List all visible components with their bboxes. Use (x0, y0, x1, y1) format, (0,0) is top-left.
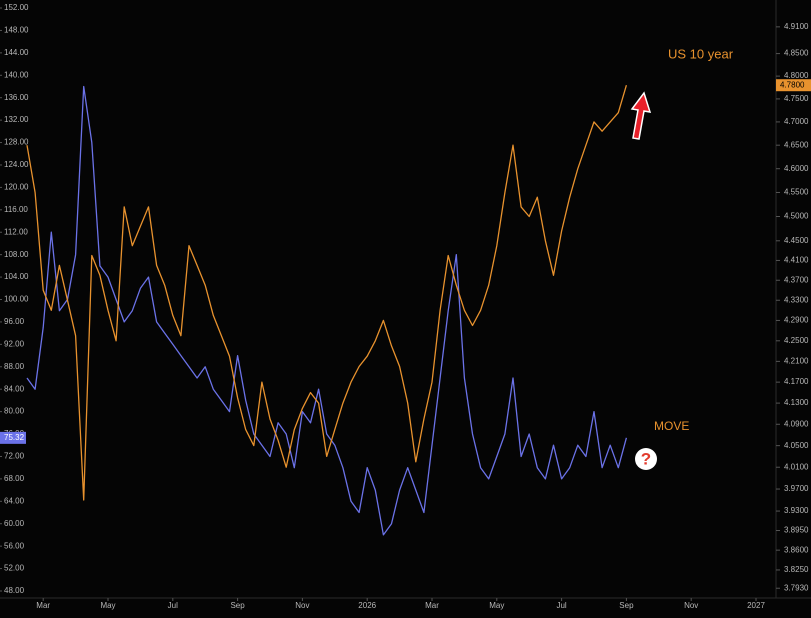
last-value-box (776, 79, 811, 92)
x-tick-label: Jul (556, 601, 566, 610)
y-tick-label: 148.00 (4, 26, 29, 35)
up-arrow (630, 91, 652, 140)
y2-tick-label: 4.4100 (784, 256, 809, 265)
y-tick-label: 64.00 (4, 496, 25, 505)
y2-tick-label: 4.4500 (784, 236, 809, 245)
x-tick-label: Nov (295, 601, 309, 610)
y-tick-label: 72.00 (4, 452, 25, 461)
y-tick-label: 108.00 (4, 250, 29, 259)
x-tick-label: Sep (619, 601, 634, 610)
y2-tick-label: 4.6000 (784, 164, 809, 173)
x-tick-label: Sep (230, 601, 245, 610)
y-tick-label: 92.00 (4, 339, 25, 348)
y-tick-label: 60.00 (4, 519, 25, 528)
y2-tick-label: 4.1700 (784, 377, 809, 386)
y2-tick-label: 3.9700 (784, 484, 809, 493)
y2-tick-label: 4.5500 (784, 188, 809, 197)
y2-tick-label: 4.2500 (784, 336, 809, 345)
y2-tick-label: 4.6500 (784, 140, 809, 149)
x-tick-label: 2026 (358, 601, 376, 610)
y-tick-label: 56.00 (4, 541, 25, 550)
y2-tick-label: 4.3300 (784, 295, 809, 304)
y-tick-label: 124.00 (4, 160, 29, 169)
y-tick-label: 48.00 (4, 586, 25, 595)
y-tick-label: 68.00 (4, 474, 25, 483)
y-tick-label: 88.00 (4, 362, 25, 371)
y-tick-label: 120.00 (4, 183, 29, 192)
x-tick-label: Nov (684, 601, 698, 610)
annotation: MOVE (654, 419, 689, 433)
y-tick-label: 140.00 (4, 70, 29, 79)
y-tick-label: 128.00 (4, 138, 29, 147)
x-tick-label: Mar (36, 601, 50, 610)
y2-tick-label: 4.7000 (784, 117, 809, 126)
y2-tick-label: 3.8250 (784, 565, 809, 574)
y-tick-label: 100.00 (4, 295, 29, 304)
y-tick-label: 104.00 (4, 272, 29, 281)
y2-tick-label: 4.9100 (784, 22, 809, 31)
x-tick-label: 2027 (747, 601, 765, 610)
y2-tick-label: 4.1300 (784, 398, 809, 407)
y2-tick-label: 3.7930 (784, 583, 809, 592)
y2-tick-label: 3.8600 (784, 545, 809, 554)
y2-tick-label: 4.2100 (784, 356, 809, 365)
y-tick-label: 116.00 (4, 205, 28, 214)
series-line (26, 85, 628, 501)
y2-tick-label: 4.7500 (784, 94, 809, 103)
x-tick-label: Mar (425, 601, 439, 610)
y-tick-label: 152.00 (4, 3, 29, 12)
y2-tick-label: 3.8950 (784, 526, 809, 535)
y-tick-label: 52.00 (4, 564, 25, 573)
y-tick-label: 96.00 (4, 317, 25, 326)
y2-tick-label: 4.5000 (784, 212, 809, 221)
annotation: ? (641, 449, 651, 468)
y2-tick-label: 4.3700 (784, 275, 809, 284)
x-tick-label: Jul (168, 601, 178, 610)
last-value-box (0, 431, 26, 444)
last-value-label: 75.32 (4, 433, 25, 442)
y2-tick-label: 4.0500 (784, 441, 809, 450)
annotation: US 10 year (668, 46, 734, 61)
y-tick-label: 136.00 (4, 93, 29, 102)
x-tick-label: May (489, 601, 504, 610)
y2-tick-label: 3.9300 (784, 506, 809, 515)
question-badge (635, 448, 657, 470)
y-tick-label: 80.00 (4, 407, 25, 416)
series-line (26, 85, 628, 536)
y-tick-label: 144.00 (4, 48, 29, 57)
y2-tick-label: 4.2900 (784, 316, 809, 325)
last-value-label: 4.7800 (780, 80, 805, 89)
x-tick-label: May (100, 601, 115, 610)
y2-tick-label: 4.8000 (784, 71, 809, 80)
y2-tick-label: 4.8500 (784, 49, 809, 58)
y-tick-label: 112.00 (4, 227, 28, 236)
y2-tick-label: 4.0100 (784, 462, 809, 471)
plot (26, 85, 628, 536)
y-tick-label: 84.00 (4, 384, 25, 393)
y2-tick-label: 4.0900 (784, 419, 809, 428)
y-tick-label: 132.00 (4, 115, 29, 124)
